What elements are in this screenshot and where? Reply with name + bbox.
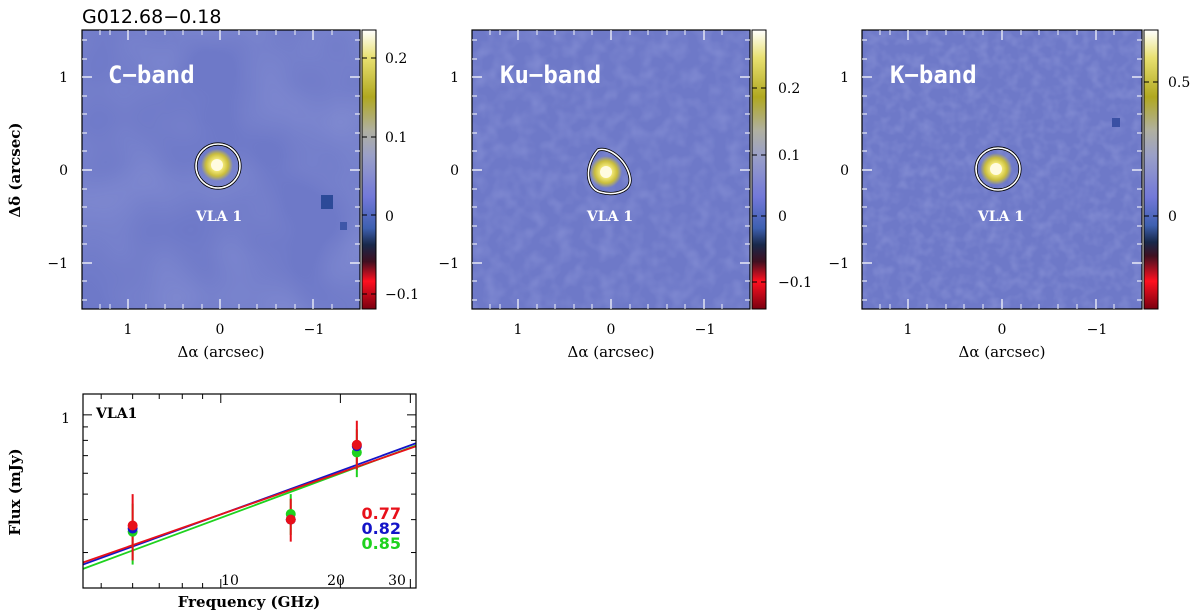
colorbar-tick-label: 0.2	[385, 51, 407, 67]
y-tick-label: 1	[59, 70, 68, 86]
y-tick-label: 1	[840, 70, 849, 86]
source-contour-outline	[195, 143, 241, 189]
fit-line-red	[82, 445, 417, 564]
x-tick-label: 10	[221, 573, 239, 589]
source-label: VLA 1	[195, 209, 242, 225]
x-tick-label: 1	[904, 322, 913, 338]
source-core	[211, 159, 223, 171]
spectral-index-green: 0.85	[362, 534, 401, 553]
panel-c-band: C−band VLA 1 1 0 −1 1 0 −1 Δα (arcsec) Δ…	[6, 29, 419, 361]
source-contour-outline	[975, 147, 1021, 191]
source-core	[600, 166, 612, 178]
panel-sed: VLA1 0.77 0.82 0.85 10 20 30 1 Frequency…	[6, 393, 417, 611]
colorbar-tick-label: −0.1	[385, 287, 419, 303]
panel-ku-band: Ku−band VLA 1 1 0 −1 1 0 −1 Δα (arcsec) …	[438, 29, 812, 361]
x-tick-label: 20	[327, 573, 345, 589]
band-label: K−band	[890, 61, 977, 89]
x-axis-label: Δα (arcsec)	[178, 343, 265, 361]
plot-frame	[82, 393, 417, 589]
colorbar-ticks	[362, 57, 376, 295]
y-tick-label: 0	[450, 163, 459, 179]
data-point-red	[351, 439, 362, 450]
colorbar-tick-label: −0.1	[778, 275, 812, 291]
y-tick-label: 0	[840, 163, 849, 179]
panel-title: VLA1	[95, 406, 137, 422]
colorbar-ticks	[1144, 81, 1158, 217]
source-label: VLA 1	[586, 209, 633, 225]
y-tick-label: 1	[450, 70, 459, 86]
ticks	[472, 30, 750, 309]
colorbar-tick-label: 0.2	[778, 81, 800, 97]
colorbar-tick-label: 0.1	[778, 148, 800, 164]
colorbar-tick-label: 0.1	[385, 130, 407, 146]
y-tick-label: 0	[59, 163, 68, 179]
source-label: VLA 1	[977, 209, 1024, 225]
x-tick-label: 1	[124, 322, 133, 338]
data-point-red	[285, 514, 296, 525]
y-tick-label: 1	[61, 411, 70, 427]
x-axis-label: Frequency (GHz)	[178, 593, 320, 611]
spectral-index-red: 0.77	[362, 504, 401, 523]
colorbar-tick-label: 0	[1168, 209, 1177, 225]
x-tick-label: 0	[607, 322, 616, 338]
x-axis-label: Δα (arcsec)	[959, 343, 1046, 361]
band-label: Ku−band	[500, 61, 601, 89]
x-tick-label: 1	[514, 322, 523, 338]
spectral-index-blue: 0.82	[362, 519, 401, 538]
x-tick-label: −1	[695, 322, 716, 338]
x-tick-label: 0	[216, 322, 225, 338]
figure-title: G012.68−0.18	[82, 6, 221, 28]
noise-blob	[340, 222, 347, 230]
source-core	[990, 163, 1002, 175]
colorbar	[1143, 29, 1159, 310]
data-points	[127, 420, 362, 565]
plot-area	[83, 394, 416, 588]
x-tick-label: 30	[388, 573, 406, 589]
noise-blob	[1112, 118, 1120, 127]
x-tick-label: 0	[998, 322, 1007, 338]
y-tick-label: −1	[47, 256, 68, 272]
axis-ticks	[83, 394, 416, 588]
fit-lines	[82, 442, 417, 570]
y-axis-label: Δδ (arcsec)	[6, 123, 24, 218]
colorbar-tick-label: 0.5	[1168, 75, 1190, 91]
y-tick-label: −1	[828, 256, 849, 272]
source-contour-outline	[587, 148, 631, 195]
band-label: C−band	[108, 61, 195, 89]
y-tick-label: −1	[438, 256, 459, 272]
colorbar-tick-label: 0	[385, 209, 394, 225]
colorbar-tick-label: 0	[778, 209, 787, 225]
colorbar	[361, 29, 377, 310]
x-tick-label: −1	[304, 322, 325, 338]
x-axis-label: Δα (arcsec)	[568, 343, 655, 361]
colorbar-ticks	[752, 87, 766, 283]
panel-k-band: K−band VLA 1 1 0 −1 1 0 −1 Δα (arcsec) 0…	[828, 29, 1190, 361]
y-axis-label: Flux (mJy)	[6, 448, 24, 535]
noise-blob	[321, 195, 333, 209]
data-point-red	[127, 520, 138, 531]
x-tick-label: −1	[1087, 322, 1108, 338]
ticks	[862, 30, 1142, 309]
ticks	[82, 30, 360, 309]
colorbar	[751, 29, 767, 310]
